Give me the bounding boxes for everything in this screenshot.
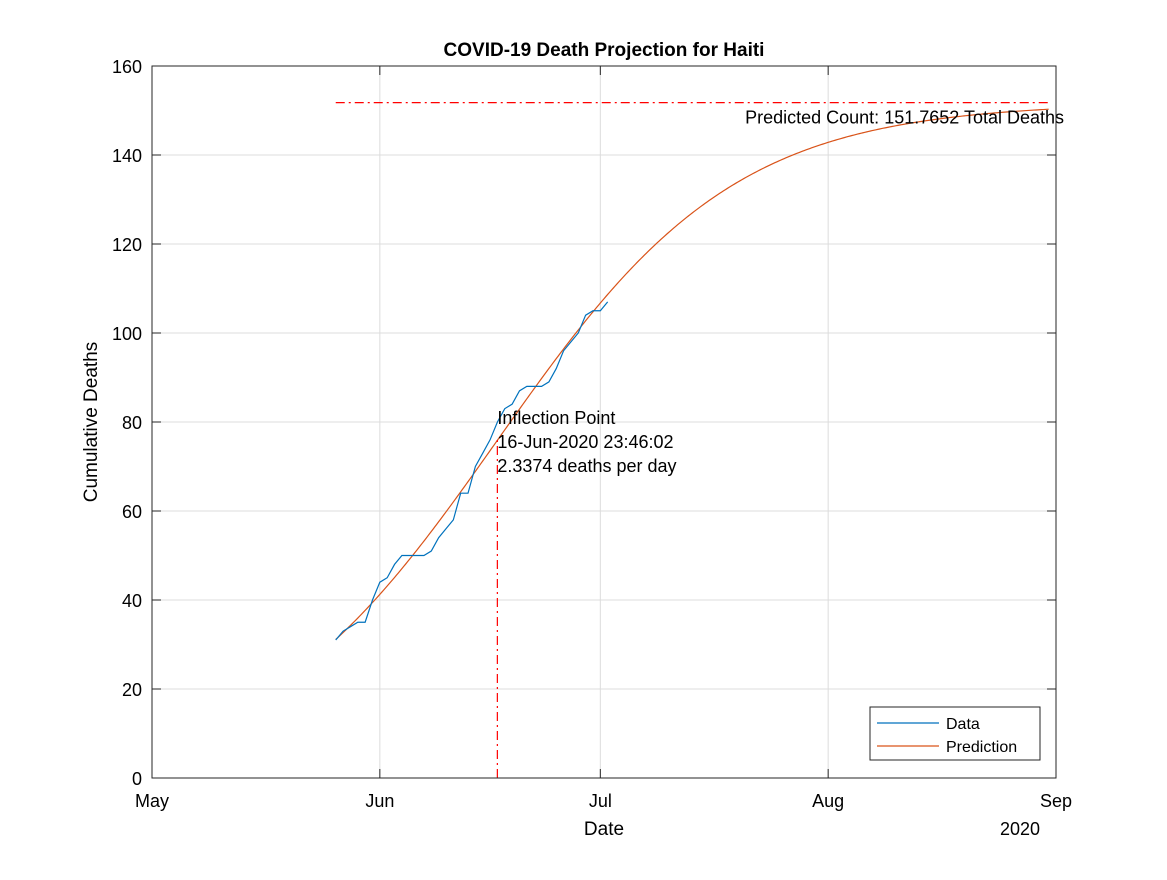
x-axis-label: Date xyxy=(584,819,624,840)
chart-title: COVID-19 Death Projection for Haiti xyxy=(444,40,765,61)
x-tick-label: Sep xyxy=(1040,791,1072,811)
legend-label-prediction: Prediction xyxy=(946,739,1017,756)
x-axis-year-label: 2020 xyxy=(1000,819,1040,839)
legend-label-data: Data xyxy=(946,716,980,733)
inflection-label-line: 2.3374 deaths per day xyxy=(497,456,676,476)
x-tick-label: Aug xyxy=(812,791,844,811)
x-tick-label: May xyxy=(135,791,169,811)
annotation-layer: Predicted Count: 151.7652 Total Deaths In… xyxy=(335,102,1064,778)
y-tick-label: 60 xyxy=(122,502,142,522)
grid xyxy=(152,66,1056,778)
y-axis-label: Cumulative Deaths xyxy=(81,342,102,503)
legend-box xyxy=(869,706,1041,761)
y-tick-label: 140 xyxy=(112,146,142,166)
inflection-label-line: Inflection Point xyxy=(497,408,615,428)
legend: Data Prediction xyxy=(869,706,1041,761)
y-tick-label: 40 xyxy=(122,591,142,611)
inflection-label-line: 16-Jun-2020 23:46:02 xyxy=(497,432,673,452)
x-tick-label: Jul xyxy=(589,791,612,811)
y-tick-label: 120 xyxy=(112,235,142,255)
data-series-line xyxy=(335,301,609,641)
y-tick-label: 100 xyxy=(112,324,142,344)
ticks: 0 20 40 60 80 100 120 140 160 May Jun Jul Aug Sep xyxy=(112,57,1072,811)
y-tick-label: 0 xyxy=(132,769,142,789)
y-tick-label: 80 xyxy=(122,413,142,433)
predicted-count-label: Predicted Count: 151.7652 Total Deaths xyxy=(745,108,1064,128)
x-tick-label: Jun xyxy=(365,791,394,811)
prediction-series-line xyxy=(335,108,1049,640)
y-tick-label: 160 xyxy=(112,57,142,77)
y-tick-label: 20 xyxy=(122,680,142,700)
series-layer xyxy=(335,108,1049,641)
